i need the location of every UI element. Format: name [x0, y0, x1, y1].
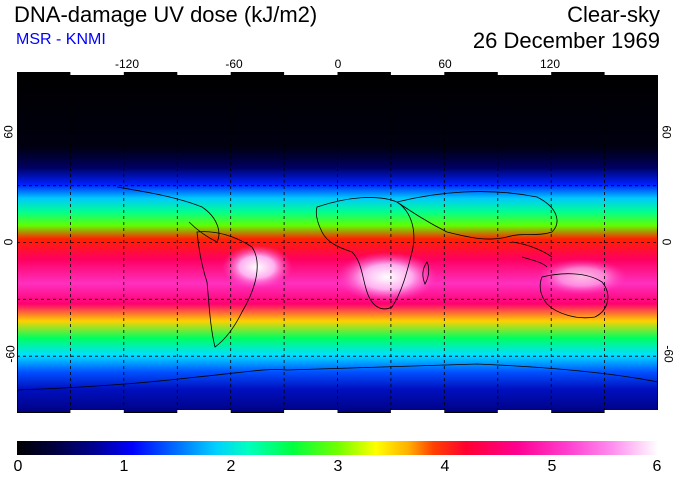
- colorbar-label: 5: [547, 458, 557, 475]
- uv-dose-map: [17, 72, 658, 413]
- frame-ticks: [70, 72, 658, 413]
- coastline-madagascar: [422, 261, 430, 285]
- lon-tick-top: 0: [334, 57, 342, 71]
- coastline-antarctica: [17, 363, 658, 391]
- map-title: DNA-damage UV dose (kJ/m2): [14, 2, 318, 27]
- lon-tick-top: -60: [225, 57, 243, 71]
- lat-tick-right: 60: [659, 125, 674, 139]
- map-canvas: [17, 72, 658, 413]
- lat-tick-left: 0: [1, 238, 16, 246]
- coastline-south-america: [196, 231, 258, 348]
- colorbar-label: 0: [13, 458, 23, 475]
- graticule: [17, 72, 658, 413]
- colorbar-label: 1: [119, 458, 129, 475]
- data-source: MSR - KNMI: [16, 31, 106, 48]
- coastline-australia: [539, 273, 609, 319]
- colorbar: [17, 441, 658, 455]
- lat-tick-right: -60: [661, 345, 676, 363]
- lat-tick-right: 0: [659, 238, 674, 246]
- coastline-asia: [396, 191, 558, 240]
- colorbar-label: 4: [440, 458, 450, 475]
- lat-tick-left: -60: [3, 345, 18, 363]
- lon-tick-top: -120: [114, 57, 140, 71]
- uv-maximum-africa: [337, 252, 437, 302]
- uv-maximum-australia: [537, 259, 627, 295]
- lon-tick-top: 60: [438, 57, 452, 71]
- sky-condition: Clear-sky: [567, 2, 660, 27]
- coastlines: [17, 186, 658, 391]
- colorbar-label: 2: [226, 458, 236, 475]
- colorbar-label: 6: [652, 458, 662, 475]
- lon-tick-top: 120: [539, 57, 561, 71]
- map-date: 26 December 1969: [472, 28, 660, 53]
- colorbar-label: 3: [333, 458, 343, 475]
- coastline-north-america: [116, 186, 220, 243]
- lat-tick-left: 60: [1, 125, 16, 139]
